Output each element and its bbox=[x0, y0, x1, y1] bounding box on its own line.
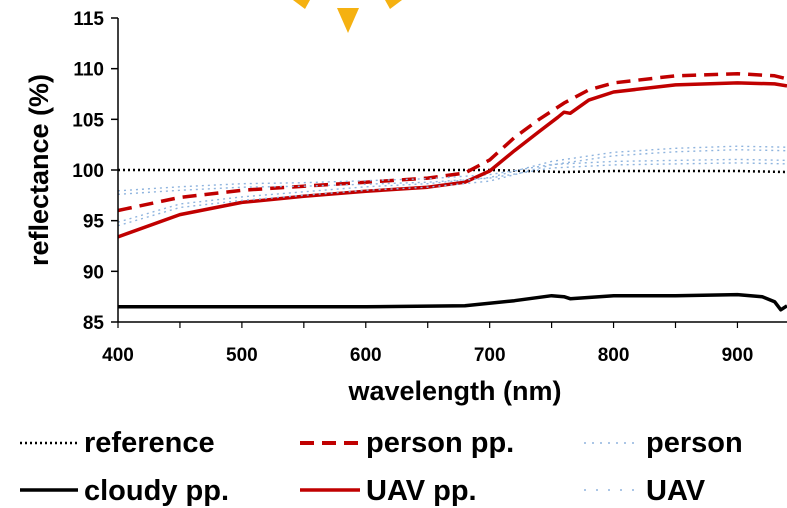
legend-label-cloudy-pp: cloudy pp. bbox=[84, 475, 229, 507]
x-tick-label-700: 700 bbox=[474, 345, 506, 366]
x-axis-title: wavelength (nm) bbox=[347, 376, 561, 406]
y-tick-label-105: 105 bbox=[72, 110, 104, 131]
y-tick-label-95: 95 bbox=[83, 212, 105, 233]
legend-item-person-pp: person pp. bbox=[300, 427, 514, 459]
legend-item-person: person bbox=[584, 427, 743, 459]
legend-item-uav: UAV bbox=[584, 475, 706, 507]
y-axis-title: reflectance (%) bbox=[24, 74, 54, 266]
x-tick-label-800: 800 bbox=[598, 345, 630, 366]
series-line-uav bbox=[117, 149, 787, 227]
legend-label-reference: reference bbox=[84, 427, 215, 459]
x-tick-label-500: 500 bbox=[226, 345, 258, 366]
legend-item-reference: reference bbox=[20, 427, 215, 459]
y-tick-label-100: 100 bbox=[72, 161, 104, 182]
y-tick-label-110: 110 bbox=[73, 60, 104, 81]
legend-label-person-pp: person pp. bbox=[366, 427, 514, 459]
legend-label-uav-pp: UAV pp. bbox=[366, 475, 477, 507]
x-tick-label-600: 600 bbox=[350, 345, 382, 366]
sun-icon bbox=[293, 0, 402, 33]
y-tick-label-85: 85 bbox=[83, 313, 105, 334]
legend-item-uav-pp: UAV pp. bbox=[300, 475, 477, 507]
x-tick-label-400: 400 bbox=[102, 345, 134, 366]
legend-label-person: person bbox=[646, 427, 743, 459]
x-tick-label-900: 900 bbox=[722, 345, 754, 366]
legend-item-cloudy-pp: cloudy pp. bbox=[20, 475, 229, 507]
y-tick-label-115: 115 bbox=[73, 9, 104, 30]
legend: reference person pp. person cloudy pp. U… bbox=[20, 427, 743, 507]
legend-label-uav: UAV bbox=[646, 475, 706, 507]
series-line-reference bbox=[118, 168, 787, 174]
y-tick-label-90: 90 bbox=[83, 262, 104, 283]
series-line-person-pp bbox=[117, 71, 787, 213]
series-line-person bbox=[117, 162, 787, 195]
series-line-cloudy-pp bbox=[118, 292, 787, 312]
series-line-uav-pp bbox=[117, 81, 787, 239]
